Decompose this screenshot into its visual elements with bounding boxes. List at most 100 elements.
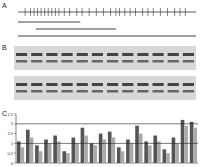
bar: [44, 139, 48, 163]
y-tick: [14, 123, 16, 124]
bar: [130, 143, 134, 163]
figure: ABC00.511.522.5: [0, 0, 200, 167]
bar: [144, 141, 148, 163]
site: [124, 8, 125, 16]
y-tick: [14, 114, 16, 115]
bar: [163, 149, 167, 163]
band: [183, 90, 194, 93]
bar: [57, 141, 61, 163]
y-tick-label: 2.5: [7, 112, 13, 117]
band: [92, 53, 103, 56]
band: [168, 90, 179, 93]
bar: [121, 151, 125, 163]
band: [153, 60, 164, 63]
bar: [190, 122, 194, 163]
y-tick-label: 0.5: [7, 151, 13, 156]
bar: [62, 151, 66, 163]
x-axis: [16, 163, 198, 164]
band: [16, 90, 27, 93]
site: [34, 8, 35, 16]
band: [183, 60, 194, 63]
site: [82, 8, 83, 16]
segment: [18, 21, 80, 22]
site: [167, 8, 168, 16]
site: [58, 8, 59, 16]
reference-line: [16, 123, 198, 124]
band: [46, 90, 57, 93]
band: [107, 60, 118, 63]
band: [77, 60, 88, 63]
bar: [172, 138, 176, 163]
gel: [14, 46, 196, 70]
band: [137, 53, 148, 56]
site: [51, 8, 52, 16]
gel: [14, 76, 196, 100]
band: [92, 83, 103, 86]
y-tick-label: 2: [11, 121, 14, 126]
bar: [108, 132, 112, 163]
bar: [148, 145, 152, 163]
band: [107, 90, 118, 93]
bar: [93, 145, 97, 163]
bar: [184, 126, 188, 163]
y-tick-label: 0: [11, 161, 14, 166]
band: [107, 53, 118, 56]
band: [77, 90, 88, 93]
band: [31, 83, 42, 86]
bar: [21, 147, 25, 163]
bar: [193, 128, 197, 163]
band: [122, 53, 133, 56]
band: [46, 83, 57, 86]
bar: [81, 128, 85, 163]
site: [130, 8, 131, 16]
band: [62, 83, 73, 86]
site: [89, 8, 90, 16]
segment: [36, 28, 116, 29]
bars: [16, 120, 198, 163]
y-tick-label: 1.5: [7, 131, 13, 136]
band: [77, 83, 88, 86]
bar: [17, 141, 21, 163]
site: [153, 8, 154, 16]
site: [142, 8, 143, 16]
bar: [35, 145, 39, 163]
site: [96, 8, 97, 16]
panel-label: B: [2, 44, 7, 51]
y-tick: [14, 133, 16, 134]
band: [62, 90, 73, 93]
site: [135, 8, 136, 16]
band: [153, 53, 164, 56]
band: [46, 60, 57, 63]
bar: [26, 130, 30, 163]
bar: [84, 136, 88, 163]
bar: [48, 143, 52, 163]
band: [16, 60, 27, 63]
segment: [18, 35, 196, 36]
site: [115, 8, 116, 16]
band: [122, 90, 133, 93]
site: [44, 8, 45, 16]
site: [64, 8, 65, 16]
site: [147, 8, 148, 16]
band: [16, 83, 27, 86]
band: [183, 53, 194, 56]
band: [107, 83, 118, 86]
y-tick: [14, 153, 16, 154]
band: [168, 60, 179, 63]
band: [168, 53, 179, 56]
y-axis: [16, 114, 17, 163]
site: [185, 8, 186, 16]
band: [122, 60, 133, 63]
band: [31, 90, 42, 93]
reference-line: [16, 143, 198, 144]
bar: [157, 141, 161, 163]
bar: [102, 139, 106, 163]
y-tick: [14, 163, 16, 164]
band: [183, 83, 194, 86]
site: [30, 8, 31, 16]
band: [153, 83, 164, 86]
band: [168, 83, 179, 86]
site: [160, 8, 161, 16]
band: [122, 83, 133, 86]
bar: [117, 147, 121, 163]
